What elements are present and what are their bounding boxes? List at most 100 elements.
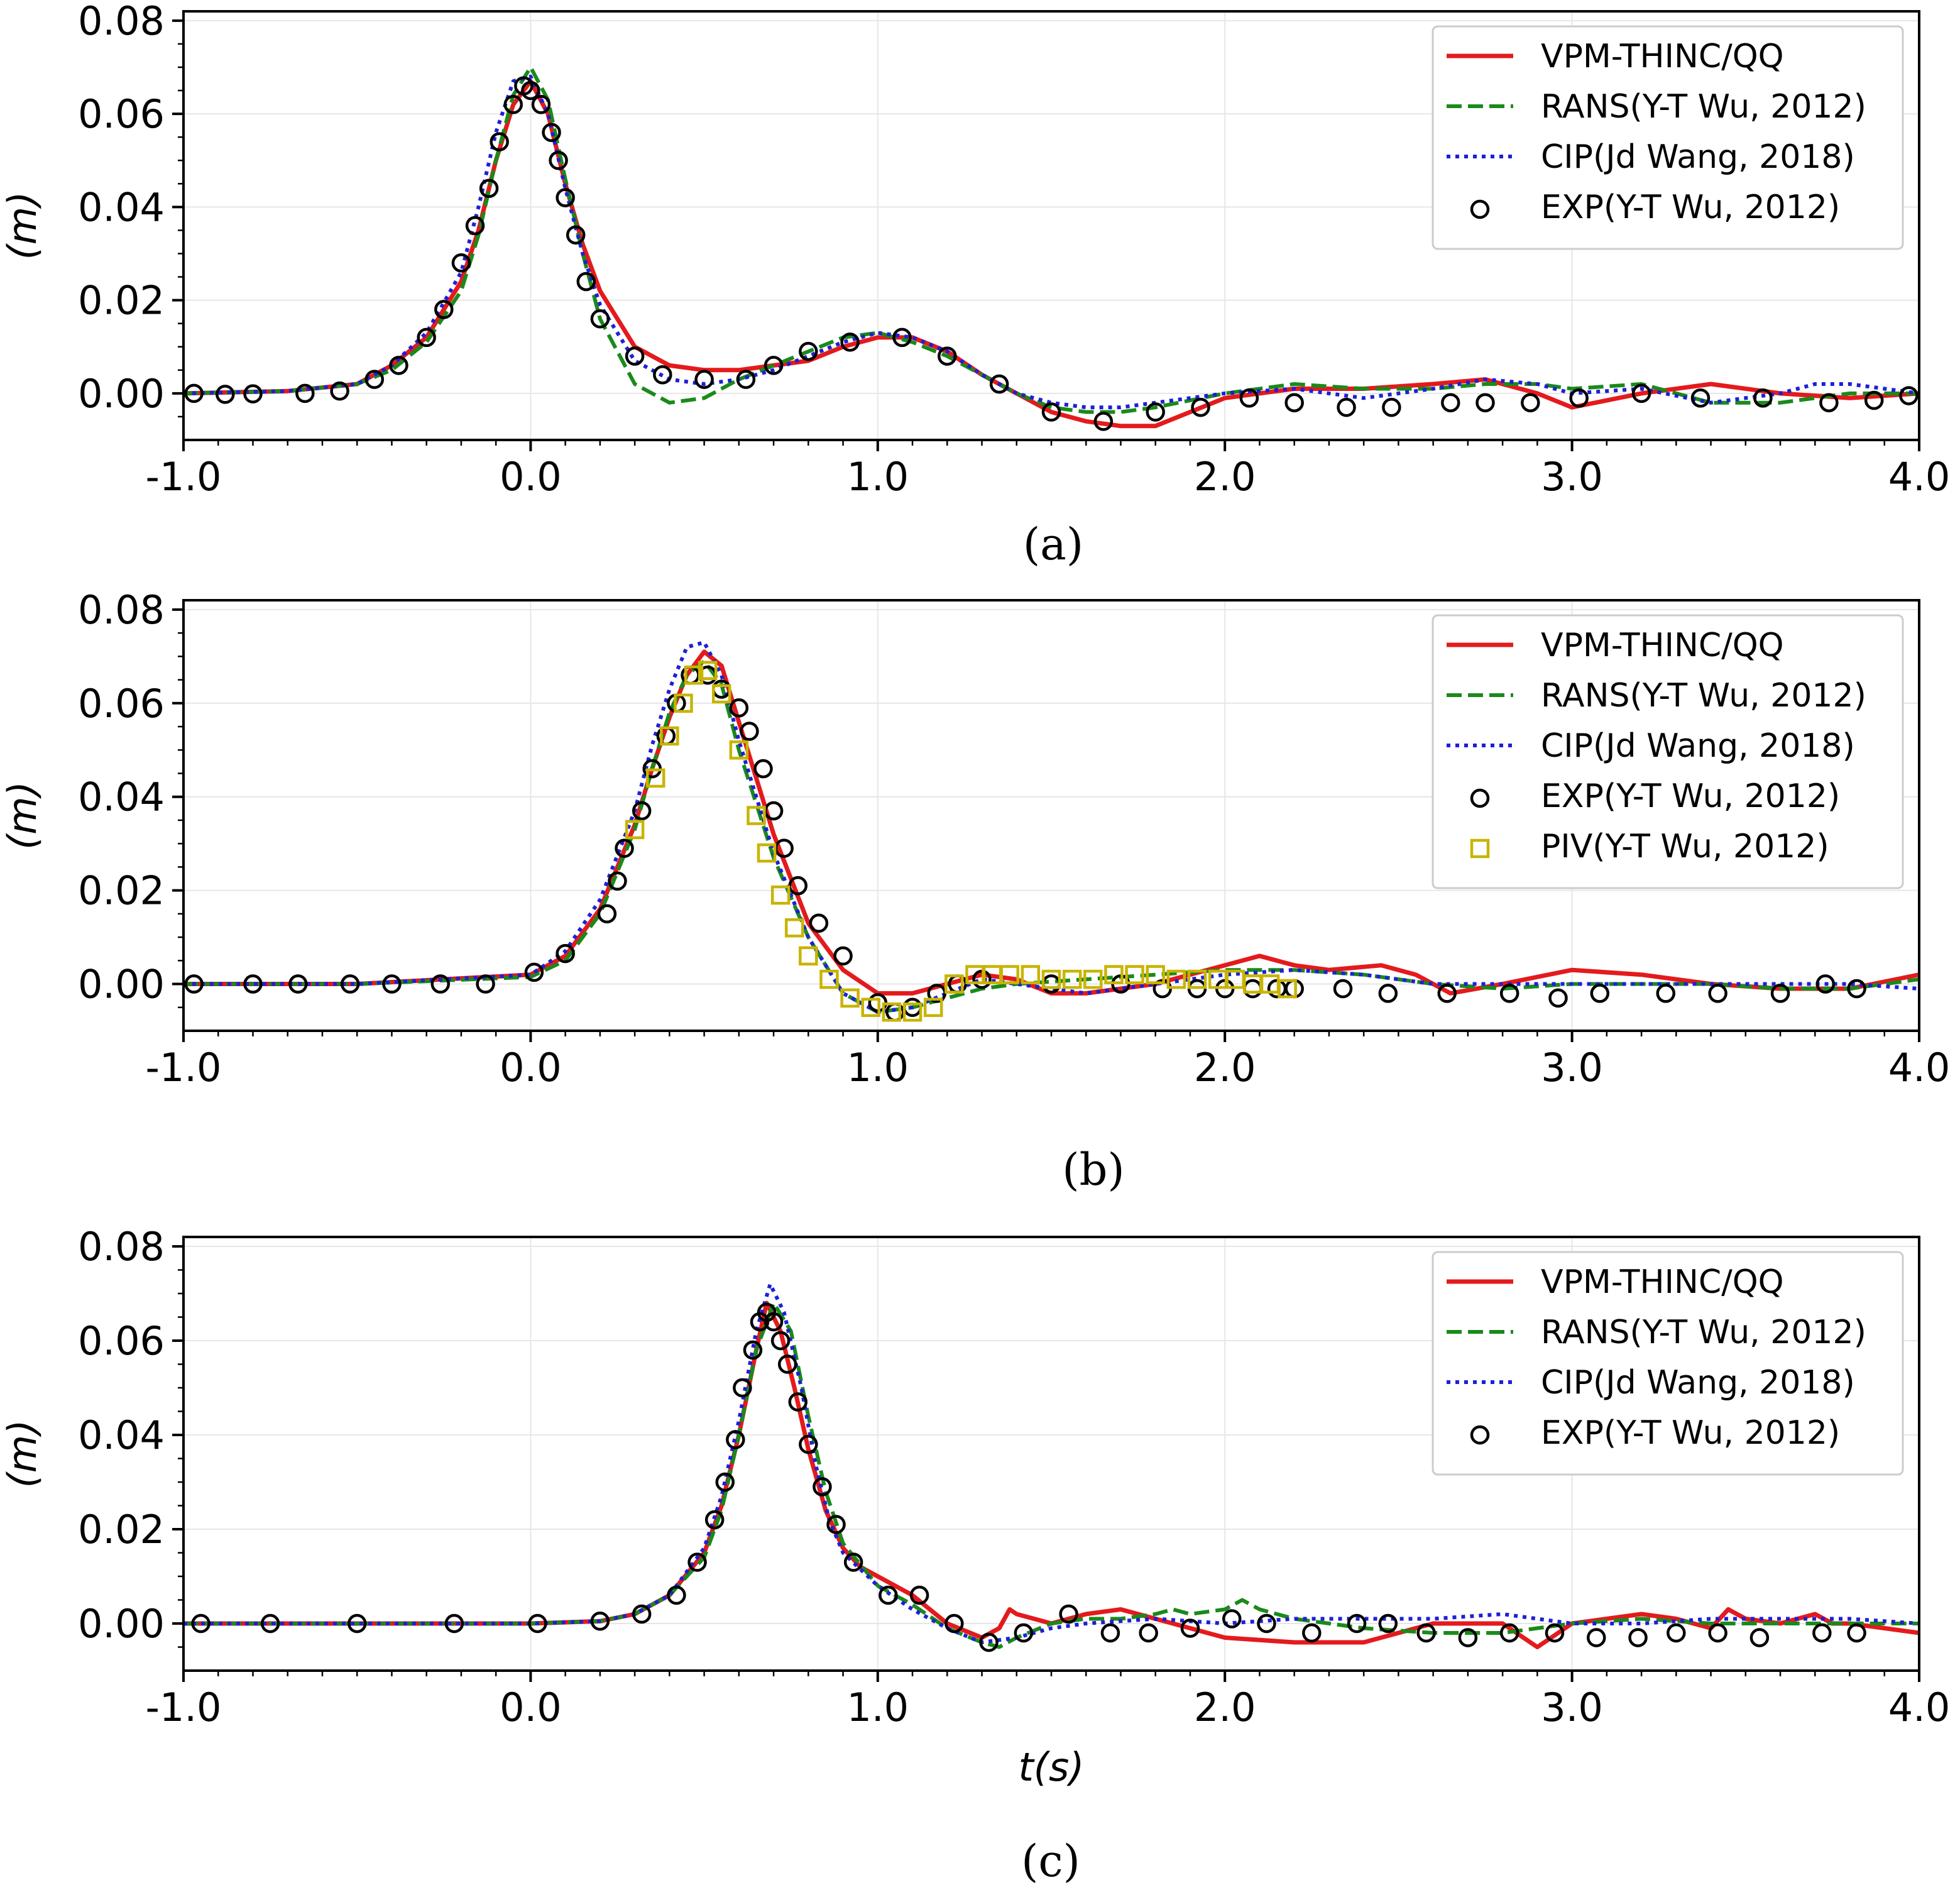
data-point-piv-y-t-wu-2012 bbox=[729, 740, 749, 760]
data-point-exp-y-t-wu-2012 bbox=[764, 1312, 784, 1332]
data-point-exp-y-t-wu-2012 bbox=[1587, 1628, 1606, 1647]
data-point-exp-y-t-wu-2012 bbox=[788, 1392, 808, 1412]
data-point-piv-y-t-wu-2012 bbox=[1187, 969, 1207, 989]
y-tick-label: 0.02 bbox=[78, 1507, 165, 1552]
x-tick-label: 3.0 bbox=[1541, 454, 1603, 500]
data-point-exp-y-t-wu-2012 bbox=[764, 356, 784, 375]
x-tick-label: 2.0 bbox=[1194, 1684, 1256, 1730]
data-point-exp-y-t-wu-2012 bbox=[576, 272, 596, 292]
data-point-exp-y-t-wu-2012 bbox=[549, 150, 568, 170]
data-point-exp-y-t-wu-2012 bbox=[1416, 1623, 1436, 1643]
plot-area bbox=[183, 640, 1919, 1022]
data-point-exp-y-t-wu-2012 bbox=[1569, 388, 1589, 408]
data-point-exp-y-t-wu-2012 bbox=[1191, 397, 1210, 417]
data-point-exp-y-t-wu-2012 bbox=[1222, 1609, 1242, 1629]
data-point-exp-y-t-wu-2012 bbox=[389, 356, 408, 375]
data-point-exp-y-t-wu-2012 bbox=[1548, 988, 1568, 1008]
data-point-piv-y-t-wu-2012 bbox=[799, 946, 818, 966]
data-point-exp-y-t-wu-2012 bbox=[743, 1340, 763, 1360]
panel-a: -1.0 0.0 1.0 2.0 3.0 4.0 0.00 0.02 0.04 0.06 0.08 (… bbox=[0, 0, 1950, 570]
data-point-exp-y-t-wu-2012 bbox=[430, 974, 451, 994]
data-point-exp-y-t-wu-2012 bbox=[1139, 1623, 1158, 1643]
legend-label-piv-y-t-wu-2012: PIV(Y-T Wu, 2012) bbox=[1541, 828, 1829, 865]
legend-label-rans-y-t-wu-2012: RANS(Y-T Wu, 2012) bbox=[1541, 677, 1866, 715]
data-point-piv-y-t-wu-2012 bbox=[1125, 965, 1144, 984]
panel-b: -1.0 0.0 1.0 2.0 3.0 4.0 0.00 0.02 0.04 0.06 0.08 (… bbox=[0, 587, 1950, 1195]
legend-box bbox=[1432, 25, 1904, 250]
data-point-exp-y-t-wu-2012 bbox=[632, 801, 652, 821]
data-point-exp-y-t-wu-2012 bbox=[1667, 1623, 1686, 1643]
x-tick-label: 4.0 bbox=[1888, 1045, 1951, 1091]
legend-label-exp-y-t-wu-2012: EXP(Y-T Wu, 2012) bbox=[1541, 777, 1840, 815]
x-tick-label: 1.0 bbox=[846, 1684, 909, 1730]
data-point-exp-y-t-wu-2012 bbox=[1475, 393, 1495, 412]
data-point-exp-y-t-wu-2012 bbox=[909, 1585, 929, 1605]
legend-box bbox=[1432, 1251, 1904, 1476]
data-point-exp-y-t-wu-2012 bbox=[1819, 393, 1839, 412]
data-point-exp-y-t-wu-2012 bbox=[809, 913, 829, 933]
data-point-exp-y-t-wu-2012 bbox=[1521, 393, 1540, 412]
data-point-exp-y-t-wu-2012 bbox=[979, 1632, 999, 1652]
data-point-exp-y-t-wu-2012 bbox=[1458, 1628, 1478, 1647]
data-point-exp-y-t-wu-2012 bbox=[704, 1510, 725, 1530]
data-point-exp-y-t-wu-2012 bbox=[1864, 390, 1884, 410]
legend-label-cip-jd-wang-2018: CIP(Jd Wang, 2018) bbox=[1541, 1364, 1855, 1402]
y-axis-label: (m) bbox=[0, 1420, 45, 1488]
data-point-exp-y-t-wu-2012 bbox=[597, 904, 617, 924]
data-point-exp-y-t-wu-2012 bbox=[1656, 984, 1675, 1003]
data-point-exp-y-t-wu-2012 bbox=[843, 1552, 863, 1572]
data-point-piv-y-t-wu-2012 bbox=[660, 726, 679, 746]
data-point-piv-y-t-wu-2012 bbox=[757, 843, 777, 863]
data-point-exp-y-t-wu-2012 bbox=[777, 1354, 797, 1374]
data-point-exp-y-t-wu-2012 bbox=[1708, 1623, 1727, 1643]
legend-label-rans-y-t-wu-2012: RANS(Y-T Wu, 2012) bbox=[1541, 88, 1866, 126]
data-point-exp-y-t-wu-2012 bbox=[216, 385, 235, 404]
data-point-exp-y-t-wu-2012 bbox=[1441, 393, 1460, 412]
data-point-exp-y-t-wu-2012 bbox=[521, 80, 540, 101]
legend-label-cip-jd-wang-2018: CIP(Jd Wang, 2018) bbox=[1541, 727, 1855, 765]
legend-label-exp-y-t-wu-2012: EXP(Y-T Wu, 2012) bbox=[1541, 189, 1840, 226]
data-point-exp-y-t-wu-2012 bbox=[1347, 1613, 1367, 1634]
data-point-exp-y-t-wu-2012 bbox=[1382, 397, 1401, 417]
data-point-exp-y-t-wu-2012 bbox=[382, 974, 402, 994]
data-point-piv-y-t-wu-2012 bbox=[902, 1002, 923, 1022]
legend-swatch-piv-y-t-wu-2012 bbox=[1470, 838, 1490, 859]
legend: VPM-THINC/QQ RANS(Y-T Wu, 2012) CIP(Jd Wan… bbox=[1432, 1251, 1904, 1476]
data-point-exp-y-t-wu-2012 bbox=[632, 1604, 652, 1624]
data-point-piv-y-t-wu-2012 bbox=[674, 693, 693, 713]
x-tick-label: 3.0 bbox=[1541, 1684, 1603, 1730]
data-point-exp-y-t-wu-2012 bbox=[813, 1477, 832, 1497]
data-point-exp-y-t-wu-2012 bbox=[1378, 984, 1398, 1003]
series-line-cip-jd-wang-2018 bbox=[183, 74, 1919, 410]
data-point-exp-y-t-wu-2012 bbox=[1243, 979, 1262, 999]
data-point-exp-y-t-wu-2012 bbox=[1180, 1618, 1200, 1638]
data-point-exp-y-t-wu-2012 bbox=[1812, 1623, 1832, 1643]
data-point-exp-y-t-wu-2012 bbox=[476, 974, 495, 994]
data-point-exp-y-t-wu-2012 bbox=[1847, 1623, 1866, 1643]
data-point-piv-y-t-wu-2012 bbox=[1104, 965, 1124, 984]
data-point-exp-y-t-wu-2012 bbox=[1378, 1613, 1398, 1634]
legend-label-vpm-thinc-qq: VPM-THINC/QQ bbox=[1541, 38, 1784, 75]
legend: VPM-THINC/QQ RANS(Y-T Wu, 2012) CIP(Jd Wan… bbox=[1432, 25, 1904, 250]
data-point-exp-y-t-wu-2012 bbox=[542, 123, 561, 142]
data-point-exp-y-t-wu-2012 bbox=[364, 370, 385, 389]
data-point-exp-y-t-wu-2012 bbox=[465, 216, 485, 236]
x-tick-label: 0.0 bbox=[500, 1045, 562, 1091]
data-point-exp-y-t-wu-2012 bbox=[1708, 984, 1727, 1003]
data-point-piv-y-t-wu-2012 bbox=[1278, 979, 1297, 999]
x-tick-label: 1.0 bbox=[846, 1045, 909, 1091]
data-point-exp-y-t-wu-2012 bbox=[840, 332, 860, 352]
data-point-exp-y-t-wu-2012 bbox=[826, 1515, 846, 1534]
data-point-exp-y-t-wu-2012 bbox=[1847, 979, 1866, 999]
data-point-exp-y-t-wu-2012 bbox=[879, 1585, 898, 1605]
y-tick-label: 0.04 bbox=[78, 1412, 165, 1458]
data-point-piv-y-t-wu-2012 bbox=[1146, 965, 1165, 984]
data-point-exp-y-t-wu-2012 bbox=[184, 383, 204, 404]
data-point-piv-y-t-wu-2012 bbox=[684, 665, 704, 685]
data-point-exp-y-t-wu-2012 bbox=[753, 759, 773, 779]
data-point-exp-y-t-wu-2012 bbox=[1257, 1613, 1276, 1634]
y-tick-label: 0.08 bbox=[78, 587, 165, 633]
data-point-exp-y-t-wu-2012 bbox=[625, 346, 645, 366]
data-point-exp-y-t-wu-2012 bbox=[347, 1613, 367, 1634]
